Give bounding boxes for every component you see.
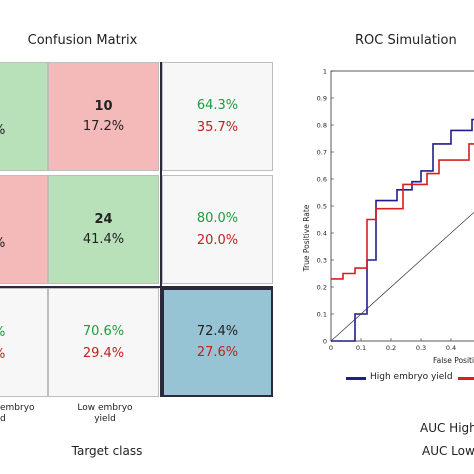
cm-r2c3-green: 80.0% xyxy=(196,210,239,226)
roc-y-tick-label: 0.9 xyxy=(317,95,327,103)
roc-series-low-line xyxy=(331,143,474,280)
roc-y-tick-label: 1 xyxy=(323,68,327,76)
legend-low-swatch xyxy=(458,377,474,380)
roc-x-tick-label: 0.2 xyxy=(386,344,396,352)
cm-r1c2-count: 10 xyxy=(94,98,113,114)
auc-high-label: AUC High xyxy=(420,421,474,435)
roc-y-tick-label: 0.6 xyxy=(317,176,327,184)
cm-r1c3-green: 64.3% xyxy=(196,97,239,113)
cm-cell-r1c1: % xyxy=(0,62,48,171)
roc-y-tick-label: 0.3 xyxy=(317,257,327,265)
roc-series-high-line xyxy=(331,118,474,342)
roc-title: ROC Simulation xyxy=(355,33,457,48)
auc-low-label: AUC Low xyxy=(422,444,474,458)
roc-x-tick-label: 0 xyxy=(329,344,333,352)
cm-separator-vertical xyxy=(160,62,162,397)
cm-r3c2-green: 70.6% xyxy=(82,323,125,339)
cm-x-axis-title: Target class xyxy=(71,444,143,458)
roc-y-axis-label: True Positive Rate xyxy=(302,204,311,272)
roc-y-tick-label: 0.7 xyxy=(317,149,327,157)
cm-cell-r3c2: 70.6% 29.4% xyxy=(48,288,159,397)
roc-series xyxy=(331,118,474,342)
cm-cell-r2c2: 24 41.4% xyxy=(48,175,159,284)
roc-y-tick-label: 0.4 xyxy=(317,230,327,238)
cm-separator-horizontal xyxy=(0,286,273,288)
confusion-matrix-title: Confusion Matrix xyxy=(27,33,138,48)
roc-y-tick-label: 0.8 xyxy=(317,122,327,130)
cm-r1c1-pct: % xyxy=(0,121,5,141)
legend-high-swatch xyxy=(346,377,366,380)
cm-r3c3-red: 27.6% xyxy=(196,344,239,360)
roc-y-tick-label: 0 xyxy=(323,338,327,346)
roc-ticks: 0 0.1 0.2 0.3 0.4 0.5 0.6 0.7 0.8 0.9 1 0 0.1 0.2 0.3 0… xyxy=(317,68,457,353)
roc-y-tick-label: 0.5 xyxy=(317,203,327,211)
legend-high-label: High embryo yield xyxy=(370,372,453,382)
cm-cell-r2c1: % xyxy=(0,175,48,284)
roc-y-tick-label: 0.2 xyxy=(317,284,327,292)
cm-cell-r3c3: 72.4% 27.6% xyxy=(162,288,273,397)
roc-x-tick-label: 0.1 xyxy=(356,344,366,352)
cm-r2c2-count: 24 xyxy=(94,211,113,227)
cm-r3c1-green: % xyxy=(0,322,5,344)
cm-r2c3-red: 20.0% xyxy=(196,232,239,248)
cm-r1c3-red: 35.7% xyxy=(196,119,239,135)
cm-r3c3-green: 72.4% xyxy=(196,323,239,339)
roc-y-tick-label: 0.1 xyxy=(317,311,327,319)
cm-cell-r2c3: 80.0% 20.0% xyxy=(162,175,273,284)
cm-col-label-high: embryo d xyxy=(0,403,35,424)
cm-r3c2-red: 29.4% xyxy=(82,345,125,361)
roc-x-tick-label: 0.3 xyxy=(416,344,426,352)
cm-cell-r3c1: % % xyxy=(0,288,48,397)
cm-col-label-low: Low embryo yield xyxy=(77,403,133,424)
roc-x-axis-label: False Positi xyxy=(433,356,474,365)
roc-chart: 0 0.1 0.2 0.3 0.4 0.5 0.6 0.7 0.8 0.9 1 0 0.1 0.2 0.3 0… xyxy=(302,68,474,365)
cm-r2c1-pct: % xyxy=(0,234,5,254)
cm-r3c1-red: % xyxy=(0,344,5,366)
cm-r2c2-pct: 41.4% xyxy=(82,231,125,247)
cm-cell-r1c2: 10 17.2% xyxy=(48,62,159,171)
cm-cell-r1c3: 64.3% 35.7% xyxy=(162,62,273,171)
roc-x-tick-label: 0.4 xyxy=(446,344,456,352)
cm-r1c2-pct: 17.2% xyxy=(82,118,125,134)
